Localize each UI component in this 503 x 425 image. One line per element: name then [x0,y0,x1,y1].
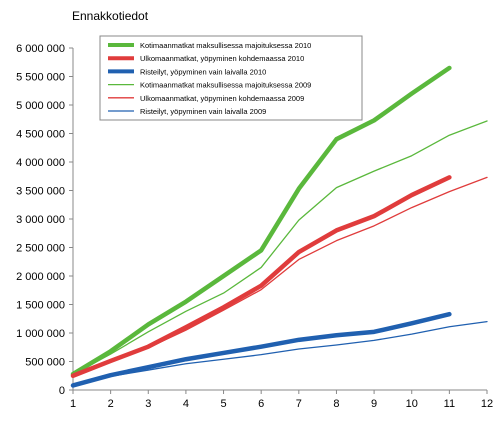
legend: Kotimaanmatkat maksullisessa majoitukses… [99,35,363,121]
legend-box [99,35,363,121]
x-tick-label: 8 [333,398,339,410]
x-tick-label: 12 [481,398,493,410]
x-tick-label: 3 [145,398,151,410]
x-tick-label: 4 [183,398,189,410]
series-line-5 [72,176,488,377]
legend-label: Risteilyt, yöpyminen vain laivalla 2009 [140,107,266,116]
y-tick-label: 3 500 000 [16,186,65,198]
legend-label: Risteilyt, yöpyminen vain laivalla 2010 [140,67,266,76]
y-tick-label: 4 500 000 [16,129,65,141]
series-line-2 [70,175,452,378]
chart-title: Ennakkotiedot [72,9,149,23]
series-lines [70,65,488,388]
x-tick-label: 11 [444,398,455,410]
x-tick-label: 7 [296,398,302,410]
x-axis-ticks: 1 2 3 4 5 6 7 8 9 10 11 12 [70,390,493,410]
x-tick-label: 2 [108,398,114,410]
series-line-4 [72,120,488,376]
y-tick-label: 2 500 000 [16,243,65,255]
x-tick-label: 9 [371,398,377,410]
x-tick-label: 1 [70,398,76,410]
y-tick-label: 3 000 000 [16,214,65,226]
x-tick-label: 10 [406,398,418,410]
y-tick-label: 4 000 000 [16,157,65,169]
y-tick-label: 5 500 000 [16,72,65,84]
legend-label: Ulkomaanmatkat, yöpyminen kohdemaassa 20… [140,94,304,103]
legend-items: Kotimaanmatkat maksullisessa majoitukses… [108,41,311,116]
y-tick-label: 1 000 000 [16,328,65,340]
y-tick-label: 2 000 000 [16,271,65,283]
legend-label: Ulkomaanmatkat, yöpyminen kohdemaassa 20… [140,54,304,63]
series-line-6 [72,320,488,387]
y-tick-label: 500 000 [25,357,65,369]
y-tick-label: 1 500 000 [16,300,65,312]
x-tick-label: 6 [258,398,264,410]
y-tick-label: 5 000 000 [16,100,65,112]
series-line-3 [70,311,452,388]
y-tick-label: 0 [59,385,65,397]
series-line-1 [70,65,452,377]
legend-label: Kotimaanmatkat maksullisessa majoitukses… [140,41,311,50]
y-tick-label: 6 000 000 [16,43,65,55]
x-tick-label: 5 [220,398,226,410]
legend-label: Kotimaanmatkat maksullisessa majoitukses… [140,81,311,90]
y-axis-ticks: 0 500 000 1 000 000 1 500 000 2 000 000 2 500… [16,43,73,397]
